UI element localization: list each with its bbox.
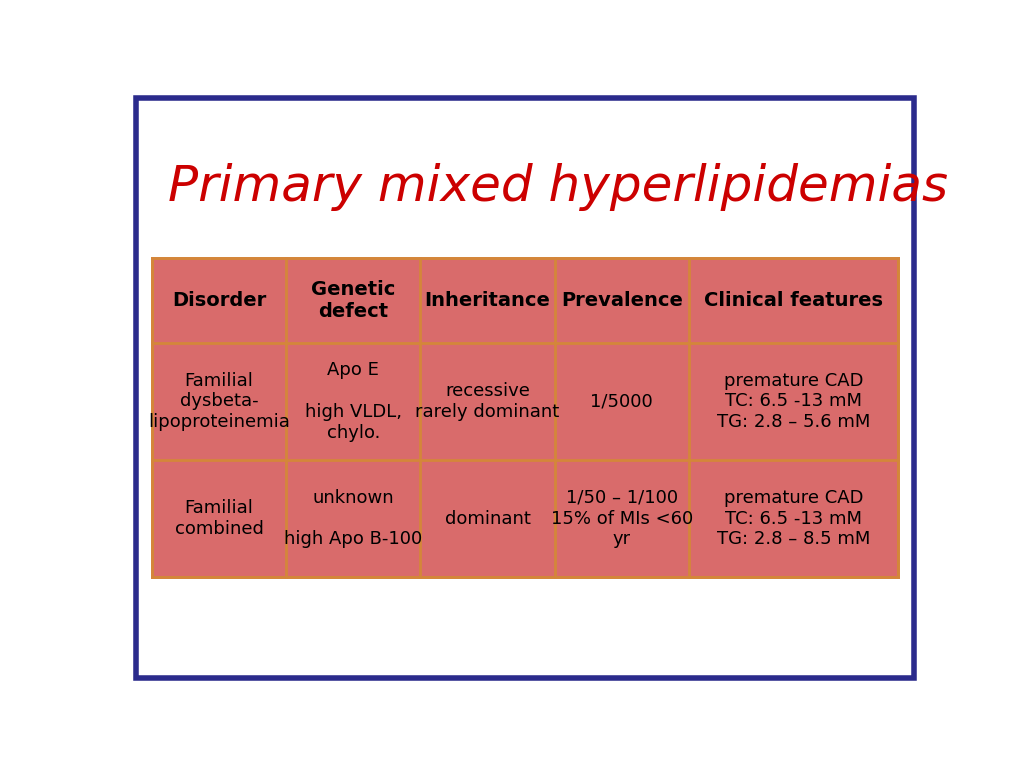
Text: 1/5000: 1/5000 bbox=[591, 392, 653, 410]
Text: Prevalence: Prevalence bbox=[561, 291, 683, 310]
Text: Genetic
defect: Genetic defect bbox=[311, 280, 395, 321]
Text: recessive
rarely dominant: recessive rarely dominant bbox=[416, 382, 560, 421]
Text: unknown

high Apo B-100: unknown high Apo B-100 bbox=[284, 488, 422, 548]
Text: Apo E

high VLDL,
chylo.: Apo E high VLDL, chylo. bbox=[305, 361, 401, 442]
Text: Primary mixed hyperlipidemias: Primary mixed hyperlipidemias bbox=[168, 163, 947, 211]
Text: Clinical features: Clinical features bbox=[703, 291, 883, 310]
FancyBboxPatch shape bbox=[136, 98, 913, 677]
Text: premature CAD
TC: 6.5 -13 mM
TG: 2.8 – 5.6 mM: premature CAD TC: 6.5 -13 mM TG: 2.8 – 5… bbox=[717, 372, 870, 432]
Text: dominant: dominant bbox=[444, 509, 530, 528]
Bar bbox=[152, 258, 898, 577]
Text: Inheritance: Inheritance bbox=[425, 291, 551, 310]
Text: 1/50 – 1/100
15% of MIs <60
yr: 1/50 – 1/100 15% of MIs <60 yr bbox=[551, 488, 693, 548]
Text: Familial
combined: Familial combined bbox=[174, 499, 263, 538]
Text: Familial
dysbeta-
lipoproteinemia: Familial dysbeta- lipoproteinemia bbox=[148, 372, 290, 432]
Text: premature CAD
TC: 6.5 -13 mM
TG: 2.8 – 8.5 mM: premature CAD TC: 6.5 -13 mM TG: 2.8 – 8… bbox=[717, 488, 870, 548]
Text: Disorder: Disorder bbox=[172, 291, 266, 310]
